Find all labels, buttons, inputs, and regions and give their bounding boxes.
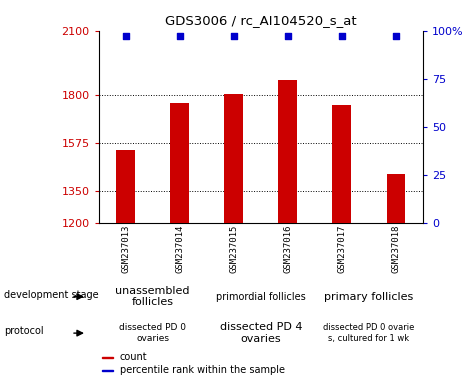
Text: dissected PD 0 ovarie
s, cultured for 1 wk: dissected PD 0 ovarie s, cultured for 1 … [323,323,415,343]
Bar [332,105,352,384]
Bar [116,150,135,384]
Text: GSM237013: GSM237013 [121,225,130,273]
Text: unassembled
follicles: unassembled follicles [116,286,190,308]
Bar [102,357,113,358]
Text: percentile rank within the sample: percentile rank within the sample [120,365,285,375]
Text: GSM237015: GSM237015 [229,225,238,273]
Text: development stage: development stage [4,290,99,300]
Bar [170,103,189,384]
Text: dissected PD 4
ovaries: dissected PD 4 ovaries [219,322,302,344]
Text: GSM237018: GSM237018 [392,225,400,273]
Text: count: count [120,352,148,362]
Point [392,33,399,40]
Text: GSM237016: GSM237016 [283,225,292,273]
Point [122,33,130,40]
Bar [224,94,243,384]
Point [176,33,183,40]
Text: protocol: protocol [4,326,44,336]
Bar [102,370,113,371]
Point [338,33,345,40]
Title: GDS3006 / rc_AI104520_s_at: GDS3006 / rc_AI104520_s_at [165,14,357,27]
Bar [386,174,406,384]
Text: primordial follicles: primordial follicles [216,291,306,302]
Text: GSM237014: GSM237014 [175,225,184,273]
Bar [278,80,298,384]
Text: primary follicles: primary follicles [324,291,414,302]
Text: dissected PD 0
ovaries: dissected PD 0 ovaries [119,323,186,343]
Point [230,33,237,40]
Point [284,33,291,40]
Text: GSM237017: GSM237017 [337,225,346,273]
